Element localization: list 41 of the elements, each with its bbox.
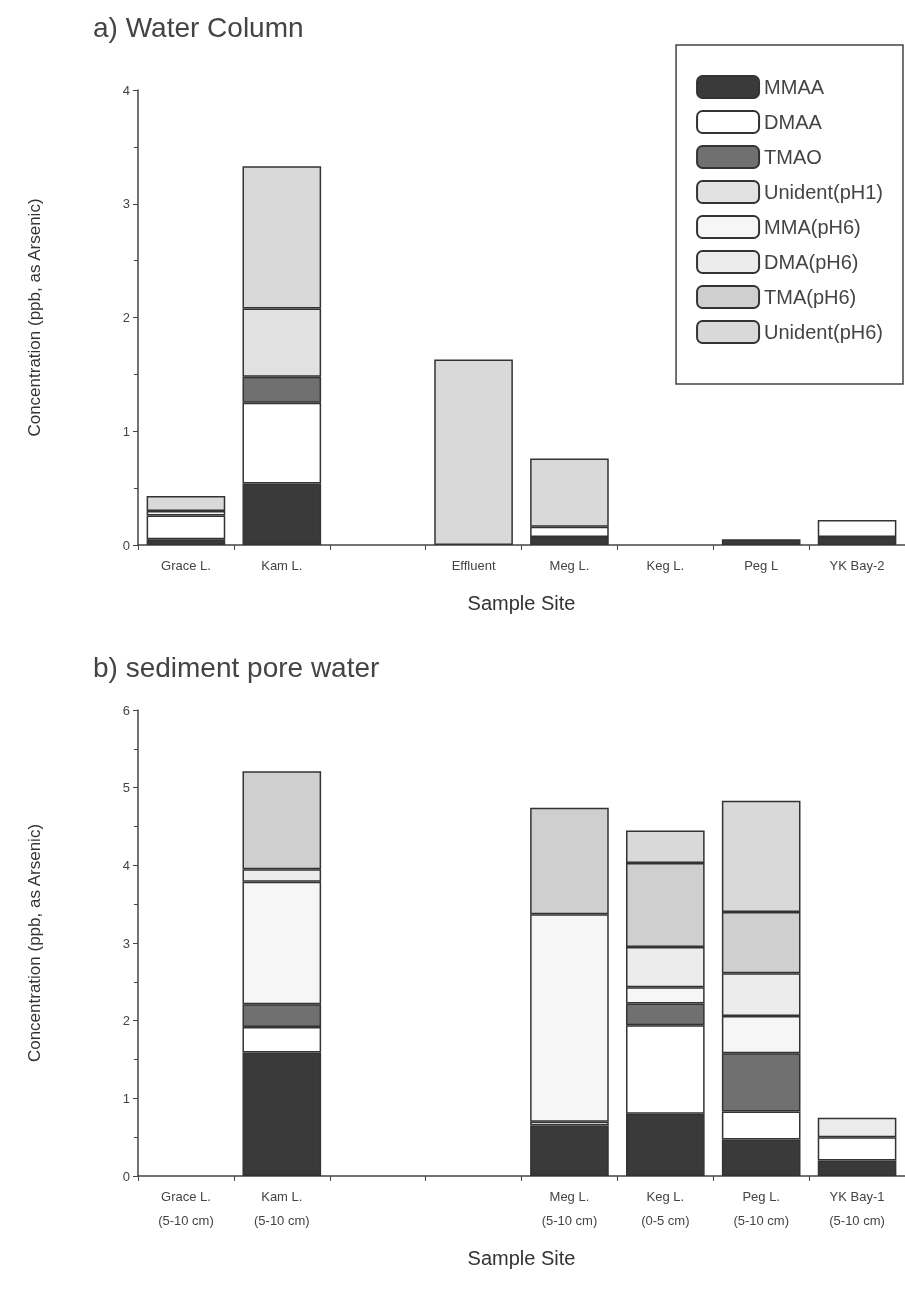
y-tick-label: 5 bbox=[122, 780, 130, 796]
legend-label: Unident(pH1) bbox=[764, 181, 884, 203]
legend-label: MMA(pH6) bbox=[764, 216, 861, 238]
x-axis-title: Sample Site bbox=[467, 592, 576, 614]
y-axis-title: Concentration (ppb, as Arsenic) bbox=[25, 823, 44, 1063]
y-tick-label: 6 bbox=[122, 702, 130, 718]
x-tick-label: Kam L. (5-10 cm) bbox=[254, 1188, 310, 1228]
y-tick-label: 4 bbox=[122, 857, 130, 873]
x-tick-label: Meg L. (5-10 cm) bbox=[541, 1188, 598, 1228]
x-tick-label: Peg L bbox=[744, 557, 779, 573]
y-tick-label: 3 bbox=[122, 935, 130, 951]
x-tick-label: Grace L. (5-10 cm) bbox=[158, 1188, 214, 1228]
x-tick-label: YK Bay-2 bbox=[829, 557, 885, 573]
x-tick-label: Grace L. bbox=[161, 557, 211, 573]
bar bbox=[146, 496, 226, 511]
legend-label: TMAO bbox=[764, 146, 822, 168]
x-axis-title: Sample Site bbox=[467, 1247, 576, 1269]
y-tick-label: 4 bbox=[122, 82, 130, 98]
x-tick-label: Peg L. (5-10 cm) bbox=[733, 1188, 789, 1228]
chart-title: b) sediment pore water bbox=[93, 651, 380, 683]
x-tick-label: Meg L. bbox=[549, 557, 590, 573]
x-tick-label: YK Bay-1 (5-10 cm) bbox=[829, 1188, 885, 1228]
bar bbox=[434, 359, 513, 545]
x-tick-label: Keg L. (0-5 cm) bbox=[641, 1188, 690, 1228]
y-tick-label: 1 bbox=[122, 1090, 130, 1106]
legend-label: DMA(pH6) bbox=[764, 251, 859, 273]
y-axis-title: Concentration (ppb, as Arsenic) bbox=[25, 198, 44, 437]
y-tick-label: 0 bbox=[122, 1168, 130, 1184]
legend-label: Unident(pH6) bbox=[764, 321, 884, 343]
legend-label: TMA(pH6) bbox=[764, 286, 857, 308]
y-tick-label: 0 bbox=[122, 537, 130, 553]
x-tick-label: Keg L. bbox=[646, 557, 685, 573]
y-tick-label: 3 bbox=[122, 196, 130, 212]
chart-title: a) Water Column bbox=[93, 11, 304, 43]
x-tick-label: Effluent bbox=[451, 557, 496, 573]
y-tick-label: 2 bbox=[122, 1013, 130, 1029]
legend-label: DMAA bbox=[764, 111, 823, 133]
x-tick-label: Kam L. bbox=[261, 557, 303, 573]
legend-label: MMAA bbox=[764, 76, 825, 98]
y-tick-label: 1 bbox=[122, 423, 130, 439]
y-tick-label: 2 bbox=[122, 310, 130, 325]
